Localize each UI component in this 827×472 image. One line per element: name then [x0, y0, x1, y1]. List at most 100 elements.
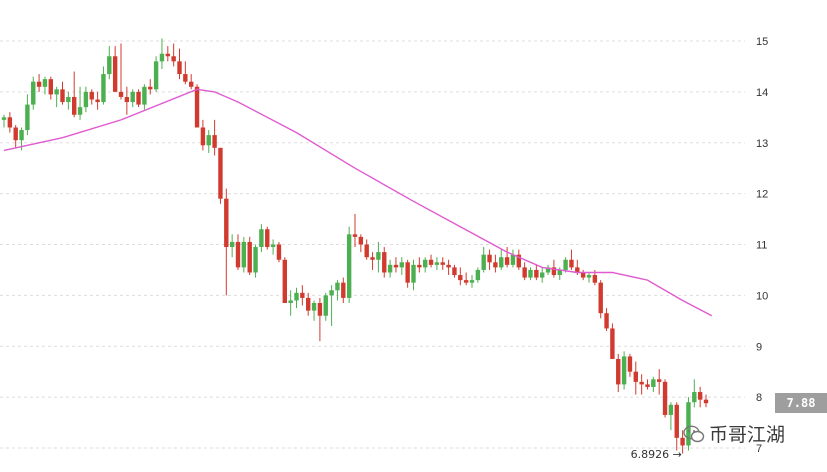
candle — [142, 84, 147, 110]
candle-body — [288, 300, 293, 304]
candle — [610, 323, 615, 359]
candle — [282, 257, 287, 304]
ma-line — [3, 88, 713, 317]
candle — [545, 264, 551, 276]
candle-body — [393, 264, 399, 268]
candle-body — [358, 236, 364, 245]
candle — [639, 374, 644, 395]
y-axis-ticks: 7 8 9 10 11 12 13 14 15 — [756, 36, 768, 455]
candle — [247, 236, 252, 276]
candle-body — [557, 269, 562, 276]
candle — [229, 234, 235, 258]
candle-body — [54, 89, 59, 95]
candle-body — [417, 264, 422, 268]
candle — [323, 292, 328, 321]
candle — [235, 234, 241, 270]
y-tick-label: 15 — [756, 36, 768, 48]
candle — [189, 74, 194, 90]
candle — [1, 114, 7, 128]
candle — [651, 376, 656, 393]
candle — [218, 147, 223, 204]
candle — [674, 402, 679, 451]
candle — [446, 259, 451, 276]
candle — [329, 285, 334, 326]
candle-body — [481, 254, 486, 270]
candle-body — [7, 117, 13, 128]
candle — [621, 351, 627, 390]
candle — [534, 264, 539, 281]
candle-body — [458, 275, 463, 281]
candle — [77, 86, 83, 120]
candle — [627, 353, 633, 377]
candle-body — [423, 259, 428, 268]
candle-body — [224, 198, 229, 248]
candle — [358, 234, 364, 253]
candle-body — [540, 272, 545, 278]
y-tick-label: 9 — [756, 341, 762, 353]
candle-body — [387, 264, 393, 273]
candle-body — [13, 127, 18, 141]
candle-body — [499, 257, 504, 268]
candle-body — [633, 371, 638, 382]
candle-body — [411, 264, 416, 283]
candle-body — [405, 262, 410, 283]
candle — [393, 257, 399, 273]
candle — [294, 287, 299, 309]
candle — [95, 91, 100, 110]
candle — [306, 292, 311, 316]
candle-body — [142, 86, 147, 105]
candle-body — [528, 269, 533, 278]
candle-body — [48, 79, 53, 95]
candle-body — [639, 381, 644, 385]
candle-body — [118, 91, 124, 97]
candle-body — [335, 282, 340, 291]
candle-body — [569, 259, 574, 268]
candle — [66, 91, 71, 110]
candle-body — [194, 86, 200, 128]
candle — [697, 386, 703, 408]
candle — [493, 254, 498, 273]
candle — [118, 43, 124, 100]
candle — [206, 130, 211, 153]
candle — [598, 280, 603, 319]
candle — [300, 285, 305, 306]
candle-body — [604, 313, 609, 329]
candle-body — [72, 96, 77, 115]
candle-body — [253, 247, 258, 273]
candle-body — [130, 91, 135, 103]
candle — [434, 257, 440, 270]
candle — [31, 76, 36, 110]
candle-body — [703, 399, 709, 404]
candle — [130, 89, 135, 108]
candle — [481, 247, 486, 273]
candle — [259, 224, 264, 253]
candle — [335, 280, 340, 301]
candle — [423, 257, 428, 273]
candle-body — [259, 229, 264, 248]
candle — [25, 94, 30, 136]
candle-body — [534, 269, 539, 278]
candle-body — [657, 379, 662, 382]
candle — [101, 66, 106, 105]
candle — [72, 71, 77, 118]
candle-body — [235, 241, 241, 268]
watermark-text: 币哥江湖 — [709, 424, 786, 446]
candle — [469, 275, 475, 288]
low-price-annotation: 6.8926 → — [630, 447, 682, 461]
candle-body — [77, 107, 83, 115]
y-tick-label: 11 — [756, 240, 767, 252]
current-price-label: 7.88 — [775, 393, 827, 414]
candle-body — [159, 53, 165, 62]
candle — [136, 89, 141, 108]
watermark: 币哥江湖 — [683, 420, 785, 447]
candle-body — [563, 259, 568, 270]
candle-body — [183, 74, 188, 82]
candle — [171, 43, 176, 67]
candle — [692, 379, 697, 408]
candle — [241, 236, 247, 273]
candle-body — [651, 379, 656, 387]
candle-body — [645, 384, 650, 387]
candle-body — [241, 241, 247, 268]
